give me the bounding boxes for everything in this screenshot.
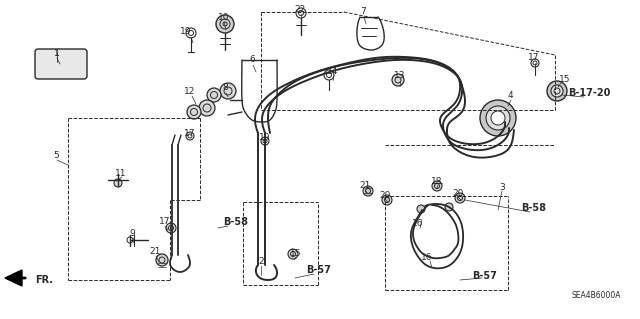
Circle shape [156,254,168,266]
Text: 2: 2 [258,257,264,266]
Circle shape [220,83,236,99]
Text: 1: 1 [54,48,60,57]
Circle shape [216,15,234,33]
Text: 13: 13 [394,71,406,80]
Text: FR.: FR. [35,275,53,285]
Circle shape [491,111,505,125]
Text: 8: 8 [222,84,228,93]
FancyBboxPatch shape [35,49,87,79]
Text: 22: 22 [294,4,306,13]
Text: 10: 10 [218,12,230,21]
Text: 20: 20 [380,191,390,201]
Circle shape [551,85,563,97]
Circle shape [417,205,425,213]
Text: 7: 7 [360,8,366,17]
Text: 6: 6 [249,56,255,64]
Text: B-17-20: B-17-20 [568,88,610,98]
Text: 12: 12 [184,87,196,97]
Circle shape [187,105,201,119]
Circle shape [486,106,510,130]
Text: 5: 5 [53,151,59,160]
Text: B-58: B-58 [522,203,547,213]
Circle shape [455,193,465,203]
Circle shape [166,223,176,233]
Circle shape [207,88,221,102]
Text: SEA4B6000A: SEA4B6000A [572,292,621,300]
Circle shape [547,81,567,101]
Text: 1: 1 [54,48,60,57]
Text: 17: 17 [159,218,171,226]
Text: 21: 21 [149,248,161,256]
Circle shape [199,100,215,116]
Text: 19: 19 [259,132,271,142]
Text: B-58: B-58 [223,217,248,227]
Circle shape [114,179,122,187]
Text: 4: 4 [507,91,513,100]
Circle shape [432,181,442,191]
Text: 18: 18 [431,176,443,186]
Text: 15: 15 [559,75,571,84]
Circle shape [382,195,392,205]
Text: 17: 17 [184,129,196,137]
Text: 20: 20 [452,189,464,197]
Text: 14: 14 [327,66,339,76]
Text: 21: 21 [359,182,371,190]
Text: 16: 16 [412,219,424,228]
Text: 17: 17 [528,54,540,63]
Circle shape [445,203,453,211]
Text: 15: 15 [291,249,301,257]
Circle shape [363,186,373,196]
Polygon shape [5,270,22,286]
Circle shape [392,74,404,86]
Text: 16: 16 [421,254,433,263]
Text: 19: 19 [180,27,192,36]
Text: 9: 9 [129,228,135,238]
Circle shape [288,249,298,259]
Circle shape [480,100,516,136]
Text: B-57: B-57 [307,265,332,275]
Text: 11: 11 [115,168,127,177]
Text: B-57: B-57 [472,271,497,281]
Text: 3: 3 [499,182,505,191]
